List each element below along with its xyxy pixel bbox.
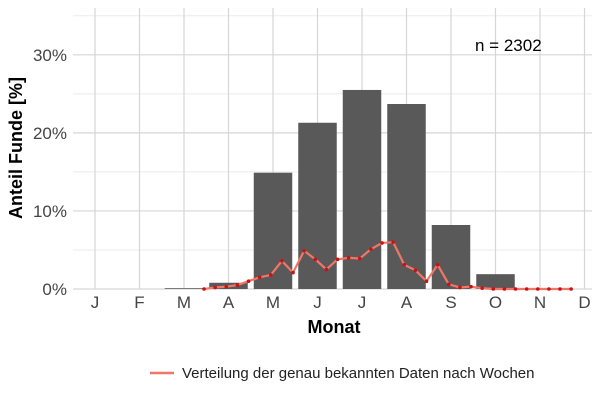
y-tick-label: 20% (33, 124, 67, 143)
y-tick-labels: 0% 10% 20% 30% (33, 46, 67, 299)
weekly-point (202, 287, 206, 291)
x-tick-label: O (489, 293, 502, 312)
weekly-point (480, 286, 484, 291)
x-tick-label: A (223, 293, 235, 312)
x-tick-label: J (358, 293, 367, 312)
x-tick-label: M (177, 293, 191, 312)
legend: Verteilung der genau bekannten Daten nac… (150, 365, 535, 382)
legend-label: Verteilung der genau bekannten Daten nac… (182, 365, 535, 382)
x-tick-label: N (534, 293, 546, 312)
y-tick-label: 10% (33, 202, 67, 221)
x-tick-label: S (445, 293, 456, 312)
weekly-point (547, 287, 551, 291)
weekly-distribution-line (203, 241, 572, 291)
weekly-point (369, 247, 373, 251)
x-tick-label: A (401, 293, 413, 312)
weekly-point (391, 240, 395, 244)
weekly-point (291, 270, 295, 275)
x-tick-label: D (578, 293, 590, 312)
weekly-point (402, 263, 407, 267)
weekly-point (524, 287, 529, 291)
y-tick-label: 0% (42, 280, 67, 299)
weekly-point (280, 259, 284, 263)
weekly-point (257, 275, 262, 280)
x-tick-label: J (313, 293, 322, 312)
weekly-point (469, 284, 473, 289)
weekly-point (235, 283, 240, 287)
weekly-point (380, 241, 384, 245)
bar (253, 172, 293, 289)
weekly-point (424, 279, 429, 283)
weekly-point (446, 282, 451, 287)
weekly-point (413, 268, 418, 273)
weekly-point (268, 273, 273, 277)
bars (164, 89, 515, 289)
sample-size-annotation: n = 2302 (475, 36, 542, 55)
line-layer (202, 240, 573, 291)
y-tick-label: 30% (33, 46, 67, 65)
bar (431, 224, 471, 289)
weekly-point (335, 257, 340, 262)
weekly-point (569, 287, 573, 291)
weekly-point (357, 256, 362, 261)
x-tick-label: J (91, 293, 100, 312)
weekly-point (535, 287, 540, 291)
weekly-point (302, 248, 306, 253)
weekly-point (491, 287, 496, 291)
weekly-point (513, 287, 518, 291)
bar (164, 288, 204, 289)
x-tick-label: M (266, 293, 280, 312)
weekly-point (224, 284, 229, 289)
bar (476, 274, 515, 289)
weekly-point (458, 285, 462, 290)
weekly-point (313, 257, 318, 262)
weekly-point (502, 287, 507, 291)
weekly-point (435, 263, 440, 267)
weekly-point (324, 267, 329, 272)
bar (387, 104, 426, 289)
weekly-point (213, 285, 217, 290)
y-axis-title: Anteil Funde [%] (6, 77, 26, 219)
weekly-point (246, 279, 251, 283)
x-tick-label: F (134, 293, 144, 312)
weekly-point (558, 287, 562, 291)
weekly-point (346, 255, 351, 260)
x-axis-title: Monat (308, 317, 361, 337)
